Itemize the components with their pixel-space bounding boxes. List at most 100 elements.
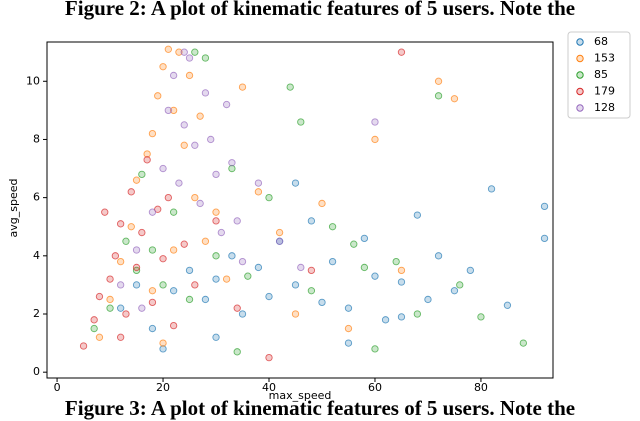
point: [254, 179, 263, 187]
legend-label: 179: [594, 85, 615, 98]
x-tick-label: 40: [262, 381, 276, 394]
point: [244, 272, 252, 280]
point: [143, 150, 151, 158]
point: [318, 199, 326, 208]
y-tick-label: 6: [33, 191, 40, 204]
point: [238, 310, 247, 318]
point: [148, 324, 157, 333]
point: [164, 45, 172, 53]
y-tick-label: 0: [33, 365, 40, 378]
point: [159, 63, 167, 71]
point: [191, 141, 199, 149]
point: [265, 353, 273, 362]
point: [434, 252, 443, 260]
point: [169, 208, 178, 216]
legend-marker: [576, 87, 584, 96]
point: [185, 295, 194, 304]
point: [90, 324, 98, 333]
point: [519, 339, 527, 347]
point: [191, 281, 199, 289]
y-tick-label: 4: [33, 249, 40, 262]
point: [291, 179, 300, 187]
point: [487, 185, 496, 193]
point: [360, 234, 369, 243]
point: [371, 135, 379, 144]
point: [191, 193, 199, 202]
legend-label: 153: [594, 52, 615, 65]
point: [397, 266, 406, 275]
point: [148, 298, 157, 307]
point: [254, 188, 263, 196]
point: [116, 220, 125, 228]
point: [212, 170, 220, 179]
point: [180, 48, 188, 56]
point: [450, 95, 459, 103]
point: [95, 333, 104, 341]
point: [159, 255, 167, 263]
point: [397, 313, 406, 321]
legend-label: 128: [594, 101, 615, 114]
point: [233, 348, 241, 356]
point: [185, 54, 194, 62]
point: [275, 237, 284, 245]
point: [201, 237, 210, 245]
point: [169, 71, 178, 80]
point: [169, 287, 178, 295]
legend-marker: [576, 71, 584, 79]
point: [222, 275, 231, 283]
point: [164, 106, 172, 115]
point: [328, 223, 337, 231]
point: [122, 237, 130, 245]
point: [169, 321, 178, 330]
point: [228, 159, 236, 167]
point: [169, 246, 178, 254]
point: [196, 199, 204, 208]
point: [138, 228, 146, 237]
point: [196, 112, 204, 120]
point: [159, 281, 167, 289]
point: [228, 252, 236, 260]
point: [297, 263, 305, 272]
point: [138, 170, 146, 179]
point: [164, 193, 172, 202]
point: [371, 272, 379, 280]
point: [291, 281, 300, 289]
x-axis-label: max_speed: [269, 389, 332, 402]
point: [169, 106, 178, 115]
point: [201, 295, 210, 304]
point: [503, 301, 512, 309]
point: [180, 121, 188, 129]
point: [413, 211, 422, 219]
point: [540, 202, 549, 211]
point: [159, 345, 167, 353]
caption: Figure 2: A plot of kinematic features o…: [65, 0, 575, 20]
point: [132, 246, 141, 254]
point: [106, 275, 114, 283]
point: [90, 316, 98, 324]
point: [228, 164, 236, 173]
point: [180, 141, 188, 149]
point: [424, 295, 432, 304]
point: [201, 89, 210, 97]
point: [360, 263, 369, 272]
point: [233, 217, 241, 225]
point: [540, 234, 549, 243]
legend-marker: [576, 104, 584, 112]
point: [450, 287, 459, 295]
point: [143, 156, 151, 164]
point: [434, 92, 443, 100]
point: [318, 298, 326, 307]
point: [265, 292, 273, 301]
point: [275, 228, 284, 237]
point: [148, 246, 157, 254]
point: [392, 257, 400, 266]
point: [111, 252, 119, 260]
point: [116, 304, 125, 312]
legend-label: 85: [594, 68, 608, 81]
point: [254, 263, 263, 272]
point: [127, 188, 135, 196]
plot-frame: [46, 41, 554, 379]
point: [159, 164, 167, 173]
point: [212, 217, 220, 225]
